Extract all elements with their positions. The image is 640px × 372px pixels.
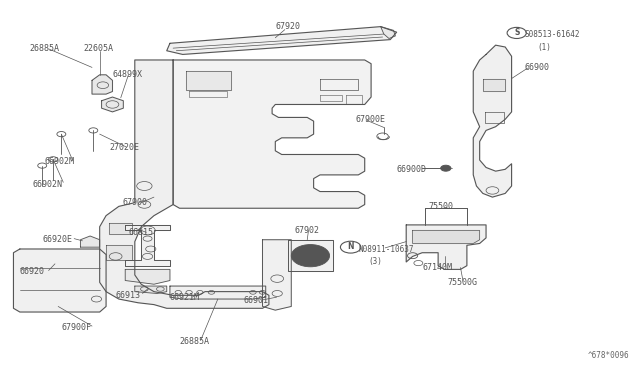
Text: 66900D: 66900D <box>397 165 427 174</box>
Polygon shape <box>288 240 333 271</box>
Text: 26885A: 26885A <box>179 337 209 346</box>
Text: 75500: 75500 <box>429 202 454 211</box>
Text: 75500G: 75500G <box>448 278 477 287</box>
Text: 67902: 67902 <box>294 226 319 235</box>
Polygon shape <box>413 231 479 243</box>
Text: 64899X: 64899X <box>113 70 143 79</box>
Polygon shape <box>170 286 266 299</box>
Text: S: S <box>514 28 520 38</box>
Text: 26885A: 26885A <box>29 44 60 53</box>
Text: 66921M: 66921M <box>170 293 200 302</box>
Text: 66901: 66901 <box>243 296 268 305</box>
Polygon shape <box>92 75 113 94</box>
Text: 67900E: 67900E <box>355 115 385 124</box>
Text: N08911-10637: N08911-10637 <box>358 244 414 253</box>
Polygon shape <box>473 45 511 197</box>
Text: 66913: 66913 <box>116 291 141 300</box>
Text: 67920: 67920 <box>275 22 300 31</box>
Polygon shape <box>13 249 106 312</box>
Polygon shape <box>483 78 505 92</box>
Text: ^678*0096: ^678*0096 <box>588 351 630 360</box>
Polygon shape <box>106 245 132 260</box>
Polygon shape <box>81 236 100 247</box>
Polygon shape <box>167 27 397 54</box>
Text: 66900: 66900 <box>524 63 549 72</box>
Polygon shape <box>100 60 269 308</box>
Text: 67140M: 67140M <box>422 263 452 272</box>
Text: 66902N: 66902N <box>33 180 63 189</box>
Text: 67900F: 67900F <box>61 323 92 332</box>
Polygon shape <box>186 71 230 90</box>
Polygon shape <box>381 27 396 38</box>
Circle shape <box>441 165 451 171</box>
Polygon shape <box>262 240 291 310</box>
Polygon shape <box>135 286 167 294</box>
Text: (1): (1) <box>537 42 551 51</box>
Text: 66920E: 66920E <box>42 235 72 244</box>
Text: 27020E: 27020E <box>109 142 140 151</box>
Polygon shape <box>109 223 132 234</box>
Polygon shape <box>125 225 170 266</box>
Polygon shape <box>406 225 486 269</box>
Polygon shape <box>173 60 371 208</box>
Text: (3): (3) <box>368 257 382 266</box>
Polygon shape <box>125 269 170 284</box>
Text: N: N <box>348 242 354 251</box>
Text: 66902M: 66902M <box>44 157 74 166</box>
Circle shape <box>291 244 330 267</box>
Text: 22605A: 22605A <box>84 44 114 53</box>
Text: 66920: 66920 <box>20 267 45 276</box>
Text: 66815: 66815 <box>129 228 154 237</box>
Text: 67900: 67900 <box>122 198 147 207</box>
Polygon shape <box>102 97 124 112</box>
Text: S08513-61642: S08513-61642 <box>524 29 580 39</box>
